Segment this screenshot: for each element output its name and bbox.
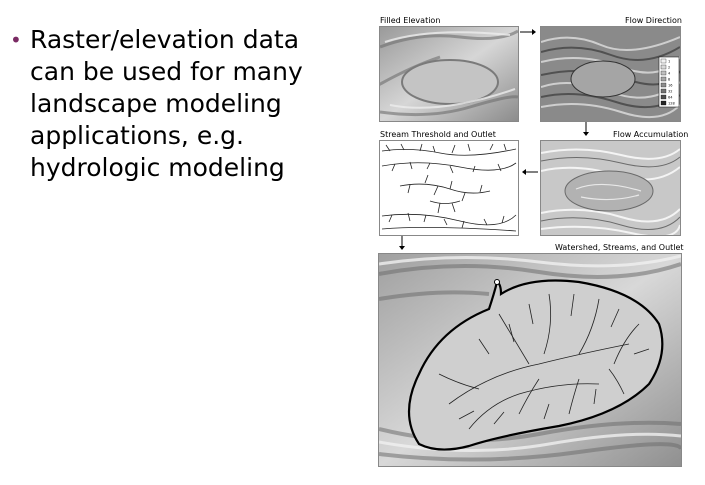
panel-label-filled-elevation: Filled Elevation	[380, 16, 441, 25]
legend-value: 1	[668, 60, 670, 64]
legend-value: 64	[668, 96, 673, 100]
arrow-left-icon	[522, 169, 538, 175]
legend-value: 16	[668, 84, 672, 88]
bullet-text: Raster/elevation data can be used for ma…	[30, 25, 303, 182]
legend-value: 8	[668, 78, 670, 82]
legend-value: 128	[668, 102, 675, 106]
panel-label-stream-threshold: Stream Threshold and Outlet	[380, 130, 496, 139]
bullet-item: • Raster/elevation data can be used for …	[10, 24, 340, 184]
bullet-list: • Raster/elevation data can be used for …	[10, 24, 340, 184]
flow-direction-image: 1 2 4 8 16 32 64 128	[540, 26, 681, 122]
arrow-down-icon	[583, 122, 589, 136]
filled-elevation-image	[379, 26, 519, 122]
bullet-marker: •	[10, 28, 22, 52]
flow-accumulation-image	[540, 140, 681, 236]
legend-value: 4	[668, 72, 671, 76]
stream-threshold-image	[379, 140, 519, 236]
panel-label-flow-accumulation: Flow Accumulation	[613, 130, 689, 139]
panel-label-flow-direction: Flow Direction	[625, 16, 682, 25]
watershed-image	[378, 253, 682, 467]
legend-value: 2	[668, 66, 670, 70]
arrow-down-icon-2	[399, 236, 405, 250]
legend-value: 32	[668, 90, 672, 94]
arrow-right-icon	[520, 29, 536, 35]
panel-label-watershed: Watershed, Streams, and Outlet	[555, 243, 684, 252]
